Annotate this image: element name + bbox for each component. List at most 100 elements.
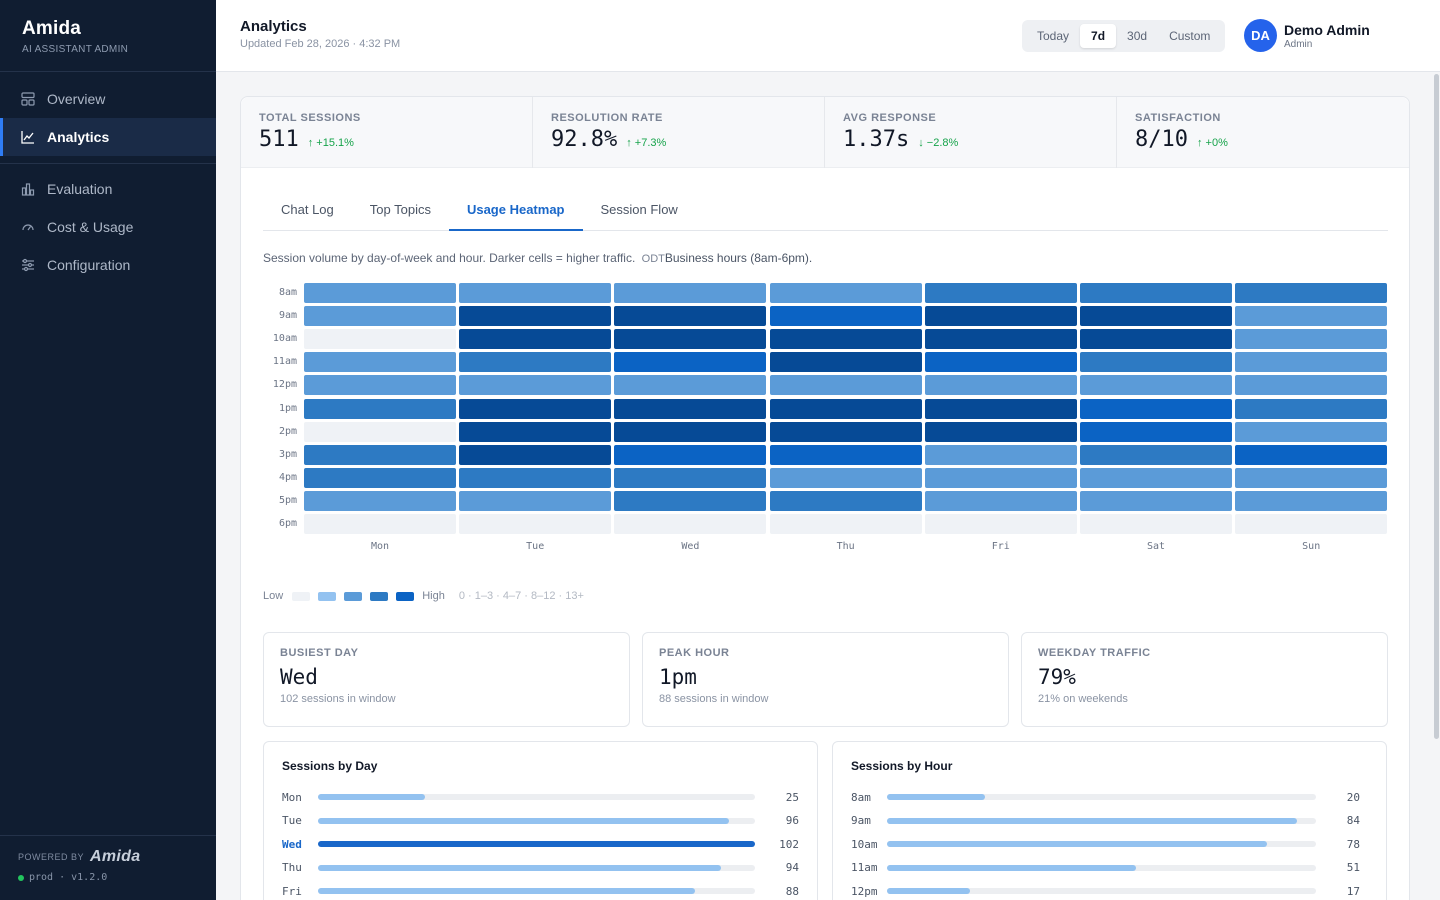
- heatmap-cell[interactable]: [924, 421, 1077, 442]
- heatmap-cell[interactable]: [769, 490, 922, 511]
- heatmap-cell[interactable]: [769, 352, 922, 373]
- kpi-value: 511: [259, 127, 299, 152]
- heatmap-cell[interactable]: [614, 306, 767, 327]
- heatmap-cell[interactable]: [614, 514, 767, 534]
- sidebar-item-evaluation[interactable]: Evaluation: [0, 170, 216, 208]
- heatmap-cell[interactable]: [614, 352, 767, 373]
- heatmap-cell[interactable]: [459, 398, 612, 419]
- heatmap-cell[interactable]: [1235, 329, 1388, 350]
- heatmap-cell[interactable]: [1080, 306, 1232, 327]
- heatmap-cell[interactable]: [1235, 467, 1388, 488]
- heatmap-cell[interactable]: [459, 444, 612, 465]
- heatmap-cell[interactable]: [304, 329, 456, 350]
- heatmap-cell[interactable]: [1080, 352, 1232, 373]
- heatmap-cell[interactable]: [769, 375, 922, 396]
- heatmap-cell[interactable]: [769, 467, 922, 488]
- range-7d-button[interactable]: 7d: [1080, 24, 1117, 48]
- heatmap-cell[interactable]: [459, 490, 612, 511]
- heatmap-cell[interactable]: [614, 398, 767, 419]
- heatmap-cell[interactable]: [1080, 514, 1232, 534]
- heatmap-cell[interactable]: [304, 467, 456, 488]
- heatmap-hour-label: 8am: [278, 287, 297, 298]
- heatmap-cell[interactable]: [924, 283, 1077, 303]
- heatmap-cell[interactable]: [1235, 421, 1388, 442]
- heatmap-cell[interactable]: [304, 490, 456, 511]
- heatmap-cell[interactable]: [1080, 398, 1232, 419]
- heatmap-cell[interactable]: [304, 421, 456, 442]
- tab-chat-log[interactable]: Chat Log: [281, 202, 334, 217]
- heatmap-cell[interactable]: [924, 375, 1077, 396]
- range-today-button[interactable]: Today: [1037, 29, 1070, 43]
- heatmap-cell[interactable]: [304, 306, 456, 327]
- heatmap-cell[interactable]: [769, 398, 922, 419]
- heatmap-cell[interactable]: [1235, 283, 1388, 303]
- heatmap-cell[interactable]: [769, 514, 922, 534]
- scrollbar-thumb[interactable]: [1434, 74, 1439, 739]
- heatmap-cell[interactable]: [1235, 514, 1388, 534]
- heatmap-cell[interactable]: [614, 444, 767, 465]
- heatmap-cell[interactable]: [614, 421, 767, 442]
- heatmap-cell[interactable]: [769, 444, 922, 465]
- heatmap-cell[interactable]: [304, 514, 456, 534]
- panel-title: Sessions by Day: [282, 759, 378, 773]
- heatmap-cell[interactable]: [924, 352, 1077, 373]
- heatmap-cell[interactable]: [1080, 283, 1232, 303]
- heatmap-cell[interactable]: [304, 283, 456, 303]
- heatmap-cell[interactable]: [1235, 306, 1388, 327]
- user-menu[interactable]: DA Demo Admin Admin: [1244, 19, 1370, 52]
- range-30d-button[interactable]: 30d: [1127, 29, 1148, 43]
- heatmap-cell[interactable]: [304, 352, 456, 373]
- sidebar-item-configuration[interactable]: Configuration: [0, 246, 216, 284]
- heatmap-cell[interactable]: [459, 375, 612, 396]
- page-title: Analytics: [240, 18, 307, 35]
- heatmap-cell[interactable]: [769, 421, 922, 442]
- heatmap-day-label: Sat: [1146, 541, 1166, 552]
- heatmap-cell[interactable]: [769, 283, 922, 303]
- heatmap-cell[interactable]: [924, 514, 1077, 534]
- heatmap-cell[interactable]: [304, 375, 456, 396]
- heatmap-cell[interactable]: [614, 329, 767, 350]
- stat-label: BUSIEST DAY: [280, 647, 359, 659]
- heatmap-cell[interactable]: [924, 467, 1077, 488]
- heatmap-cell[interactable]: [769, 329, 922, 350]
- heatmap-cell[interactable]: [924, 490, 1077, 511]
- heatmap-cell[interactable]: [1235, 398, 1388, 419]
- heatmap-cell[interactable]: [304, 398, 456, 419]
- heatmap-cell[interactable]: [1235, 490, 1388, 511]
- tab-top-topics[interactable]: Top Topics: [369, 202, 431, 217]
- tab-usage-heatmap[interactable]: Usage Heatmap: [448, 193, 583, 231]
- sidebar-item-overview[interactable]: Overview: [0, 80, 216, 118]
- heatmap-cell[interactable]: [459, 514, 612, 534]
- heatmap-cell[interactable]: [1080, 444, 1232, 465]
- heatmap-cell[interactable]: [459, 306, 612, 327]
- heatmap-cell[interactable]: [459, 467, 612, 488]
- heatmap-cell[interactable]: [459, 352, 612, 373]
- heatmap-cell[interactable]: [459, 283, 612, 303]
- heatmap-cell[interactable]: [1235, 375, 1388, 396]
- heatmap-cell[interactable]: [1080, 467, 1232, 488]
- heatmap-cell[interactable]: [1235, 352, 1388, 373]
- heatmap-cell[interactable]: [614, 467, 767, 488]
- heatmap-cell[interactable]: [924, 329, 1077, 350]
- heatmap-cell[interactable]: [769, 306, 922, 327]
- heatmap-cell[interactable]: [1080, 490, 1232, 511]
- heatmap-cell[interactable]: [459, 421, 612, 442]
- heatmap-cell[interactable]: [1080, 421, 1232, 442]
- range-custom-button[interactable]: Custom: [1169, 29, 1211, 43]
- bar-row: 12pm 17: [851, 884, 1360, 898]
- heatmap-cell[interactable]: [459, 329, 612, 350]
- sidebar-item-analytics[interactable]: Analytics: [0, 118, 216, 156]
- heatmap-cell[interactable]: [1080, 329, 1232, 350]
- heatmap-cell[interactable]: [924, 444, 1077, 465]
- heatmap-cell[interactable]: [614, 283, 767, 303]
- heatmap-cell[interactable]: [924, 398, 1077, 419]
- heatmap-cell[interactable]: [1080, 375, 1232, 396]
- heatmap-cell[interactable]: [1235, 444, 1388, 465]
- tab-session-flow[interactable]: Session Flow: [600, 202, 678, 217]
- heatmap-cell[interactable]: [614, 375, 767, 396]
- sidebar-item-cost-usage[interactable]: Cost & Usage: [0, 208, 216, 246]
- header: Analytics Updated Feb 28, 2026 · 4:32 PM…: [216, 0, 1440, 72]
- heatmap-cell[interactable]: [304, 444, 456, 465]
- heatmap-cell[interactable]: [614, 490, 767, 511]
- heatmap-cell[interactable]: [924, 306, 1077, 327]
